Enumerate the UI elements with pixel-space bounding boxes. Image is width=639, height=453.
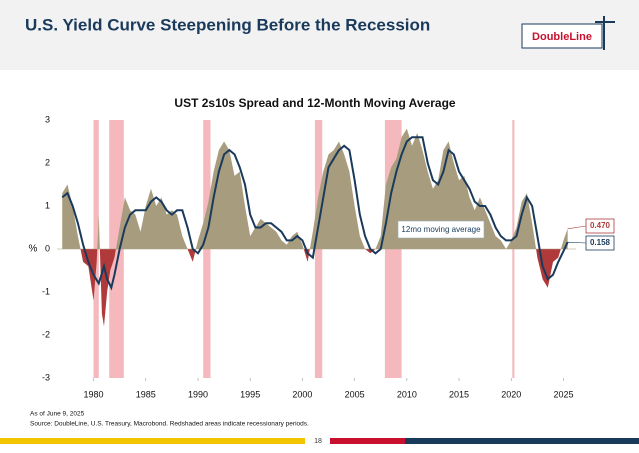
moving-average-line [61,136,569,291]
x-tick-label: 2005 [345,389,365,399]
x-tick-label: 1990 [188,389,208,399]
x-tick-label: 1995 [240,389,260,399]
y-axis-label: % [29,244,38,255]
y-tick-label: 3 [45,114,50,124]
x-tick-label: 2015 [449,389,469,399]
y-tick-label: -3 [42,372,50,382]
end-label-box [585,218,615,234]
annotation-box [397,220,485,239]
page-number: 18 [314,438,322,445]
y-tick-label: -2 [42,329,50,339]
footer-bar [0,438,305,444]
logo: DoubleLine [521,16,615,50]
footer-bar [330,438,405,444]
end-label: 0.470 [590,221,611,230]
plot: -3 -2 -1 0 1 2 3 1980 1985 1990 1995 2000 2005 2010 20… [42,114,615,399]
logo-text: DoubleLine [532,31,592,43]
x-tick-label: 2020 [501,389,521,399]
slide-title: U.S. Yield Curve Steepening Before the R… [25,15,430,34]
y-tick-label: -1 [42,286,50,296]
as-of-note: As of June 9, 2025 [30,411,85,418]
y-tick-label: 0 [45,243,50,253]
end-label-box [585,235,615,251]
x-tick-label: 2025 [553,389,573,399]
y-tick-label: 2 [45,157,50,167]
y-tick-label: 1 [45,200,50,210]
x-tick-label: 1980 [84,389,104,399]
source-note: Source: DoubleLine, U.S. Treasury, Macro… [30,421,309,428]
footer-bar [405,438,639,444]
logo-box [521,23,603,49]
x-tick-label: 2000 [292,389,312,399]
end-label-leader [567,225,587,230]
x-tick-label: 1985 [136,389,156,399]
chart-title: UST 2s10s Spread and 12-Month Moving Ave… [174,96,456,110]
end-label: 0.158 [590,238,611,247]
end-label-leader [567,241,587,244]
x-tick-label: 2010 [397,389,417,399]
annotation: 12mo moving average [401,225,481,234]
